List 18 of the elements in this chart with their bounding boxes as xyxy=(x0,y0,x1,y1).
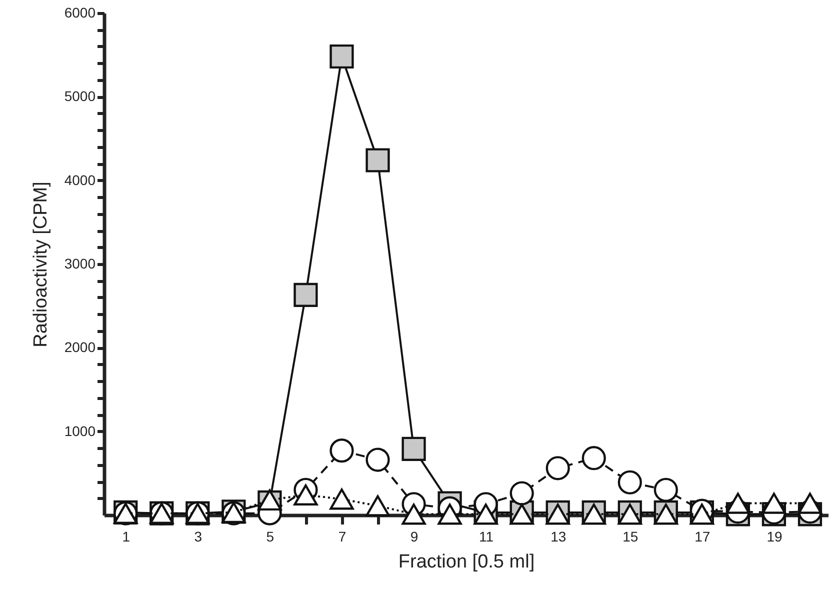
x-tick-label: 9 xyxy=(410,528,418,544)
y-tick-label: 2000 xyxy=(64,339,96,356)
x-tick-label: 1 xyxy=(122,528,130,544)
y-tick-label: 3000 xyxy=(64,256,96,272)
x-tick-label: 3 xyxy=(194,528,202,544)
y-tick-label: 5000 xyxy=(64,88,96,104)
x-tick-label: 5 xyxy=(266,528,274,544)
y-tick-label: 4000 xyxy=(64,172,96,188)
x-tick-label: 11 xyxy=(479,528,494,544)
y-tick-label: 1000 xyxy=(64,422,96,439)
y-tick-label: 6000 xyxy=(64,4,96,20)
x-tick-label: 13 xyxy=(550,528,566,544)
x-tick-label: 17 xyxy=(694,528,710,544)
x-tick-label: 15 xyxy=(622,528,638,544)
x-tick-label: 19 xyxy=(766,528,782,544)
x-tick-label: 7 xyxy=(338,528,346,544)
x-axis-title: Fraction [0.5 ml] xyxy=(398,552,535,572)
y-axis-title: Radioactivity [CPM] xyxy=(30,182,52,348)
